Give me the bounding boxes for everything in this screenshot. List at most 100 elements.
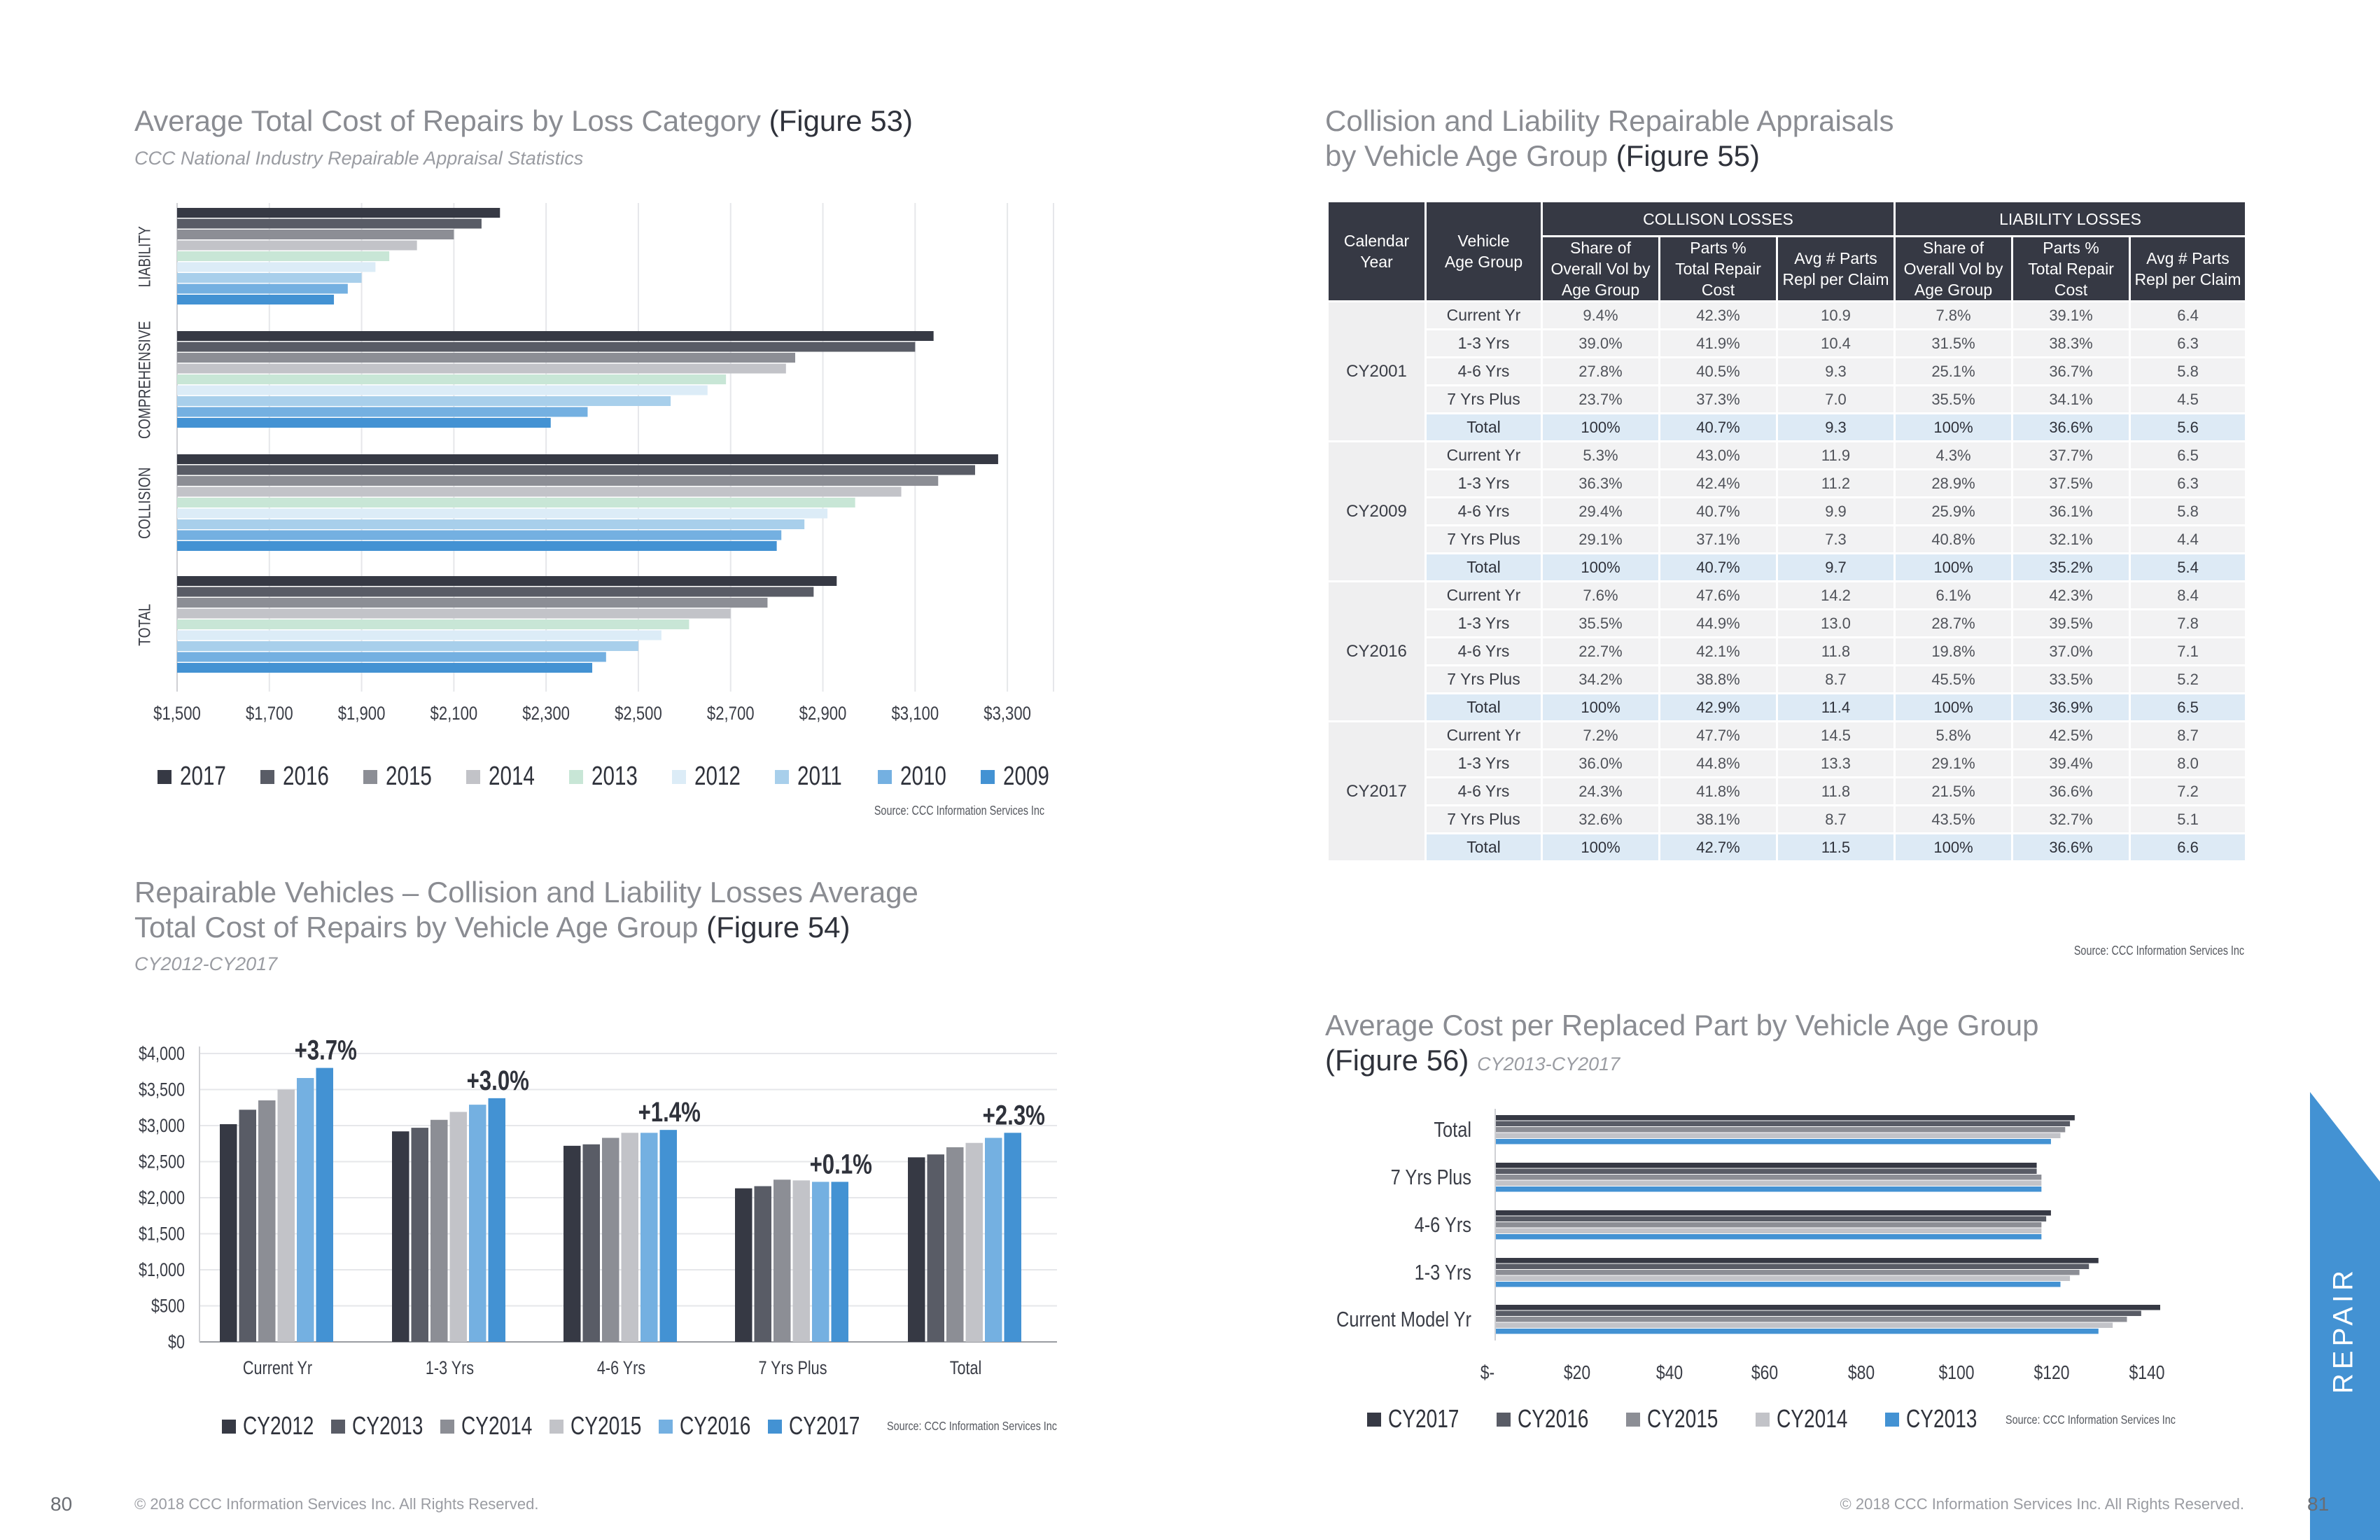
fig54-bar bbox=[411, 1128, 428, 1342]
table-value-cell: 21.5% bbox=[1893, 776, 2014, 806]
table-value-cell: 35.5% bbox=[1893, 384, 2014, 414]
fig53-bar bbox=[177, 251, 390, 261]
fig54-bar bbox=[564, 1145, 581, 1342]
fig54-legend-swatch bbox=[659, 1420, 673, 1434]
fig54-bar bbox=[792, 1180, 810, 1342]
fig54-legend-swatch bbox=[550, 1420, 564, 1434]
table-value-cell: 35.5% bbox=[1541, 608, 1660, 638]
table-value-cell: 100% bbox=[1893, 692, 2014, 722]
table-value-cell: 38.3% bbox=[2011, 328, 2132, 358]
table-year-cell: CY2017 bbox=[1326, 720, 1427, 862]
table-value-cell: 11.4 bbox=[1775, 692, 1896, 722]
fig54-bar bbox=[754, 1186, 771, 1342]
table-value-cell: 38.8% bbox=[1658, 664, 1778, 694]
fig53-category-label: COMPREHENSIVE bbox=[134, 321, 154, 439]
table-value-cell: 29.1% bbox=[1541, 524, 1660, 554]
fig56-bar bbox=[1495, 1210, 2051, 1216]
table-value-cell: 7.8% bbox=[1893, 300, 2014, 330]
fig56-source: Source: CCC Information Services Inc bbox=[2005, 1413, 2176, 1427]
fig54-bar bbox=[258, 1100, 276, 1342]
repair-side-tab bbox=[2310, 1092, 2380, 1540]
table-value-cell: 22.7% bbox=[1541, 636, 1660, 666]
fig53-bar bbox=[177, 476, 939, 486]
fig54-legend-label: CY2013 bbox=[352, 1412, 423, 1440]
fig56-legend-label: CY2013 bbox=[1906, 1405, 1977, 1433]
fig56-bar bbox=[1495, 1121, 2071, 1126]
table-year-cell: CY2016 bbox=[1326, 580, 1427, 722]
fig53-bar bbox=[177, 342, 916, 352]
table-row: 1-3 Yrs 35.5% 44.9% 13.0 28.7% 39.5% 7.8 bbox=[1328, 608, 2248, 638]
fig56-category-label: Total bbox=[1434, 1118, 1471, 1142]
table-age-cell: Total bbox=[1424, 692, 1543, 722]
fig53-bar bbox=[177, 262, 376, 272]
table-age-cell: Current Yr bbox=[1424, 720, 1543, 750]
fig54-legend-swatch bbox=[768, 1420, 782, 1434]
fig56-bar bbox=[1495, 1305, 2160, 1310]
fig54-bar bbox=[985, 1138, 1002, 1342]
table-value-cell: 8.7 bbox=[2129, 720, 2248, 750]
fig55-source: Source: CCC Information Services Inc bbox=[2073, 944, 2244, 958]
fig54-bar bbox=[774, 1180, 791, 1342]
fig53-x-tick-label: $3,100 bbox=[891, 704, 939, 724]
table-value-cell: 7.0 bbox=[1775, 384, 1896, 414]
fig56-bar bbox=[1495, 1127, 2066, 1133]
fig53-x-tick-label: $1,900 bbox=[338, 704, 386, 724]
fig53-bar bbox=[177, 284, 348, 294]
table-value-cell: 25.9% bbox=[1893, 496, 2014, 526]
fig54-legend-label: CY2012 bbox=[243, 1412, 314, 1440]
fig56-bar bbox=[1495, 1115, 2075, 1121]
fig53-bar bbox=[177, 418, 551, 428]
fig54-y-tick-label: $1,000 bbox=[139, 1260, 185, 1281]
table-value-cell: 7.3 bbox=[1775, 524, 1896, 554]
fig53-legend-label: 2017 bbox=[180, 762, 226, 791]
right-page-number: 81 bbox=[2307, 1493, 2330, 1515]
table-row: Total 100% 42.7% 11.5 100% 36.6% 6.6 bbox=[1328, 832, 2248, 862]
fig56-legend-label: CY2017 bbox=[1388, 1405, 1459, 1433]
fig53-x-tick-label: $1,700 bbox=[246, 704, 293, 724]
table-value-cell: 40.7% bbox=[1658, 496, 1778, 526]
table-year-cell: CY2009 bbox=[1326, 440, 1427, 582]
table-value-cell: 36.9% bbox=[2011, 692, 2132, 722]
fig56-x-tick-label: $100 bbox=[1938, 1362, 1974, 1384]
table-value-cell: 42.3% bbox=[1658, 300, 1778, 330]
fig54-bar bbox=[602, 1138, 620, 1342]
fig54-y-tick-label: $0 bbox=[168, 1332, 185, 1353]
table-value-cell: 7.8 bbox=[2129, 608, 2248, 638]
fig56-x-tick-label: $- bbox=[1480, 1362, 1494, 1384]
table-value-cell: 8.0 bbox=[2129, 748, 2248, 778]
fig56-bar bbox=[1495, 1222, 2042, 1228]
header-collision-losses: COLLISON LOSSES bbox=[1540, 200, 1896, 237]
table-value-cell: 14.5 bbox=[1775, 720, 1896, 750]
table-row: CY2001 Current Yr 9.4% 42.3% 10.9 7.8% 39.1% 6.… bbox=[1326, 300, 2248, 442]
table-value-cell: 9.3 bbox=[1775, 412, 1896, 442]
fig54-y-tick-label: $2,500 bbox=[139, 1152, 185, 1172]
fig56-category-label: Current Model Yr bbox=[1336, 1308, 1471, 1332]
table-age-cell: 7 Yrs Plus bbox=[1424, 804, 1543, 834]
fig54-growth-annotation: +3.7% bbox=[295, 1035, 357, 1066]
table-value-cell: 100% bbox=[1893, 552, 2014, 582]
fig53-bar bbox=[177, 608, 731, 619]
fig54-title-line2-text: Total Cost of Repairs by Vehicle Age Gro… bbox=[134, 911, 699, 944]
fig53-x-tick-label: $1,500 bbox=[153, 704, 201, 724]
table-value-cell: 34.1% bbox=[2011, 384, 2132, 414]
fig53-bar bbox=[177, 208, 500, 218]
fig54-chart: $0 $500 $1,000 $1,500 $2,000 $2,500 $3,000 $3,5… bbox=[139, 1035, 1057, 1440]
table-row: 1-3 Yrs 36.0% 44.8% 13.3 29.1% 39.4% 8.0 bbox=[1328, 748, 2248, 778]
table-value-cell: 47.6% bbox=[1658, 580, 1778, 610]
fig54-bar bbox=[1004, 1133, 1021, 1342]
table-value-cell: 36.6% bbox=[2011, 832, 2132, 862]
table-row: 4-6 Yrs 27.8% 40.5% 9.3 25.1% 36.7% 5.8 bbox=[1328, 356, 2248, 386]
fig53-legend-label: 2010 bbox=[900, 762, 946, 791]
table-value-cell: 5.2 bbox=[2129, 664, 2248, 694]
table-value-cell: 7.6% bbox=[1541, 580, 1660, 610]
table-row: 1-3 Yrs 36.3% 42.4% 11.2 28.9% 37.5% 6.3 bbox=[1328, 468, 2248, 498]
fig53-category-label: COLLISION bbox=[134, 468, 154, 539]
table-value-cell: 43.5% bbox=[1893, 804, 2014, 834]
fig53-bar bbox=[177, 454, 998, 464]
fig54-legend-swatch bbox=[222, 1420, 236, 1434]
table-value-cell: 37.3% bbox=[1658, 384, 1778, 414]
fig53-legend-swatch bbox=[672, 770, 686, 784]
fig53-legend-swatch bbox=[363, 770, 377, 784]
fig54-category-label: 4-6 Yrs bbox=[597, 1358, 645, 1379]
table-row: Total 100% 40.7% 9.7 100% 35.2% 5.4 bbox=[1328, 552, 2248, 582]
